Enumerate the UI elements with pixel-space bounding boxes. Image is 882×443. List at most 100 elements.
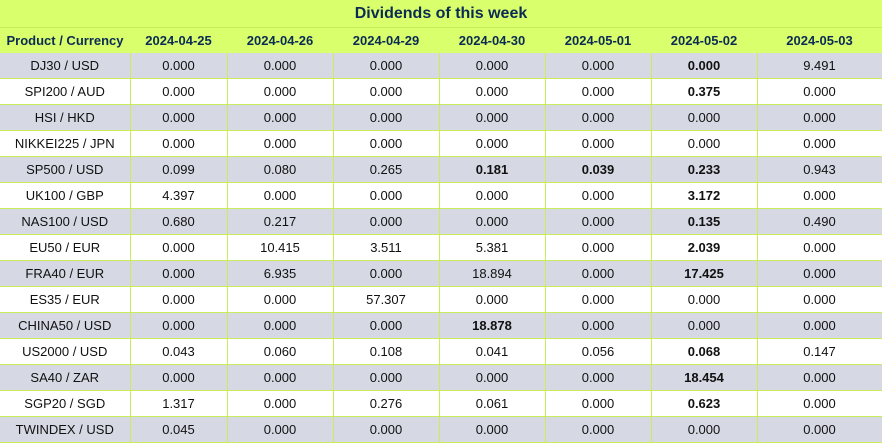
dividend-value-cell: 0.000 bbox=[757, 286, 882, 313]
dividend-value-cell: 0.000 bbox=[130, 364, 228, 391]
product-cell: CHINA50 / USD bbox=[0, 312, 131, 339]
table-row: NAS100 / USD 0.680 0.217 0.000 0.000 0.000 0.1… bbox=[0, 208, 882, 235]
dividend-value-cell: 0.000 bbox=[227, 364, 334, 391]
product-cell: TWINDEX / USD bbox=[0, 416, 131, 443]
dividend-value-cell: 0.000 bbox=[439, 53, 546, 79]
product-cell: NIKKEI225 / JPN bbox=[0, 130, 131, 157]
dividend-value-cell: 0.045 bbox=[130, 416, 228, 443]
dividend-value-cell: 0.000 bbox=[651, 286, 758, 313]
dividend-value-cell: 18.454 bbox=[651, 364, 758, 391]
dividend-value-cell: 0.000 bbox=[227, 390, 334, 417]
product-cell: ES35 / EUR bbox=[0, 286, 131, 313]
dividend-value-cell: 0.000 bbox=[227, 416, 334, 443]
dividend-value-cell: 0.041 bbox=[439, 338, 546, 365]
dividend-value-cell: 0.000 bbox=[651, 130, 758, 157]
page-title: Dividends of this week bbox=[0, 0, 882, 27]
column-header-date: 2024-04-29 bbox=[333, 27, 439, 53]
table-row: ES35 / EUR 0.000 0.000 57.307 0.000 0.000 0.00… bbox=[0, 286, 882, 313]
dividend-value-cell: 0.000 bbox=[757, 130, 882, 157]
dividend-value-cell: 3.172 bbox=[651, 182, 758, 209]
dividend-value-cell: 0.000 bbox=[757, 182, 882, 209]
dividend-value-cell: 0.000 bbox=[545, 234, 652, 261]
dividend-value-cell: 0.000 bbox=[545, 182, 652, 209]
dividend-value-cell: 0.000 bbox=[130, 312, 228, 339]
dividend-value-cell: 0.000 bbox=[130, 104, 228, 131]
dividend-value-cell: 0.000 bbox=[130, 286, 228, 313]
dividends-table: Product / Currency 2024-04-25 2024-04-26… bbox=[0, 27, 882, 443]
dividend-value-cell: 1.317 bbox=[130, 390, 228, 417]
table-row: SP500 / USD 0.099 0.080 0.265 0.181 0.039 0.23… bbox=[0, 156, 882, 183]
dividend-value-cell: 0.000 bbox=[333, 364, 440, 391]
dividend-value-cell: 0.000 bbox=[227, 130, 334, 157]
column-header-product: Product / Currency bbox=[0, 27, 130, 53]
dividend-value-cell: 0.000 bbox=[227, 78, 334, 105]
dividend-value-cell: 5.381 bbox=[439, 234, 546, 261]
dividend-value-cell: 0.000 bbox=[333, 53, 440, 79]
dividend-value-cell: 0.000 bbox=[130, 130, 228, 157]
dividend-value-cell: 0.147 bbox=[757, 338, 882, 365]
dividend-value-cell: 0.000 bbox=[439, 208, 546, 235]
dividend-value-cell: 0.000 bbox=[130, 234, 228, 261]
dividend-value-cell: 0.000 bbox=[545, 286, 652, 313]
dividend-value-cell: 0.000 bbox=[545, 416, 652, 443]
dividend-value-cell: 0.060 bbox=[227, 338, 334, 365]
column-header-date: 2024-04-26 bbox=[227, 27, 333, 53]
table-row: DJ30 / USD 0.000 0.000 0.000 0.000 0.000 0.000… bbox=[0, 53, 882, 79]
dividend-value-cell: 0.000 bbox=[439, 104, 546, 131]
dividend-value-cell: 0.000 bbox=[333, 182, 440, 209]
dividend-value-cell: 0.000 bbox=[545, 130, 652, 157]
table-row: TWINDEX / USD 0.045 0.000 0.000 0.000 0.000 0.… bbox=[0, 416, 882, 443]
dividend-value-cell: 0.000 bbox=[545, 78, 652, 105]
product-cell: SP500 / USD bbox=[0, 156, 131, 183]
dividend-value-cell: 0.000 bbox=[439, 182, 546, 209]
dividend-value-cell: 0.000 bbox=[227, 312, 334, 339]
table-body: DJ30 / USD 0.000 0.000 0.000 0.000 0.000 0.000… bbox=[0, 53, 882, 443]
dividend-value-cell: 0.217 bbox=[227, 208, 334, 235]
dividend-value-cell: 0.135 bbox=[651, 208, 758, 235]
column-header-date: 2024-05-03 bbox=[757, 27, 882, 53]
dividend-value-cell: 0.000 bbox=[545, 364, 652, 391]
dividend-value-cell: 3.511 bbox=[333, 234, 440, 261]
table-row: SGP20 / SGD 1.317 0.000 0.276 0.061 0.000 0.62… bbox=[0, 390, 882, 417]
dividend-value-cell: 0.000 bbox=[545, 260, 652, 287]
table-row: HSI / HKD 0.000 0.000 0.000 0.000 0.000 0.000 0… bbox=[0, 104, 882, 131]
column-header-date: 2024-04-25 bbox=[130, 27, 227, 53]
dividend-value-cell: 0.080 bbox=[227, 156, 334, 183]
dividend-value-cell: 0.000 bbox=[333, 78, 440, 105]
dividend-value-cell: 0.000 bbox=[227, 286, 334, 313]
dividend-value-cell: 0.000 bbox=[333, 416, 440, 443]
dividend-value-cell: 17.425 bbox=[651, 260, 758, 287]
dividend-value-cell: 0.943 bbox=[757, 156, 882, 183]
product-cell: SGP20 / SGD bbox=[0, 390, 131, 417]
dividend-value-cell: 0.000 bbox=[130, 78, 228, 105]
dividend-value-cell: 0.375 bbox=[651, 78, 758, 105]
dividend-value-cell: 0.000 bbox=[227, 182, 334, 209]
product-cell: DJ30 / USD bbox=[0, 53, 131, 79]
dividend-value-cell: 0.000 bbox=[227, 53, 334, 79]
dividend-value-cell: 0.000 bbox=[333, 260, 440, 287]
dividend-value-cell: 0.000 bbox=[439, 130, 546, 157]
dividend-value-cell: 10.415 bbox=[227, 234, 334, 261]
dividend-value-cell: 0.000 bbox=[757, 312, 882, 339]
dividend-value-cell: 0.061 bbox=[439, 390, 546, 417]
dividend-value-cell: 0.490 bbox=[757, 208, 882, 235]
dividend-value-cell: 0.000 bbox=[651, 53, 758, 79]
dividend-value-cell: 0.680 bbox=[130, 208, 228, 235]
dividend-value-cell: 0.000 bbox=[439, 286, 546, 313]
dividend-value-cell: 4.397 bbox=[130, 182, 228, 209]
dividend-value-cell: 0.056 bbox=[545, 338, 652, 365]
dividend-value-cell: 9.491 bbox=[757, 53, 882, 79]
table-row: US2000 / USD 0.043 0.060 0.108 0.041 0.056 0.0… bbox=[0, 338, 882, 365]
table-header-row: Product / Currency 2024-04-25 2024-04-26… bbox=[0, 27, 882, 53]
dividend-value-cell: 0.000 bbox=[333, 208, 440, 235]
product-cell: SPI200 / AUD bbox=[0, 78, 131, 105]
dividend-value-cell: 0.039 bbox=[545, 156, 652, 183]
dividend-value-cell: 0.000 bbox=[545, 390, 652, 417]
dividend-value-cell: 6.935 bbox=[227, 260, 334, 287]
dividend-value-cell: 0.000 bbox=[545, 53, 652, 79]
dividend-value-cell: 0.000 bbox=[651, 312, 758, 339]
dividend-value-cell: 0.000 bbox=[757, 78, 882, 105]
dividend-value-cell: 0.000 bbox=[333, 312, 440, 339]
dividend-value-cell: 0.000 bbox=[545, 208, 652, 235]
